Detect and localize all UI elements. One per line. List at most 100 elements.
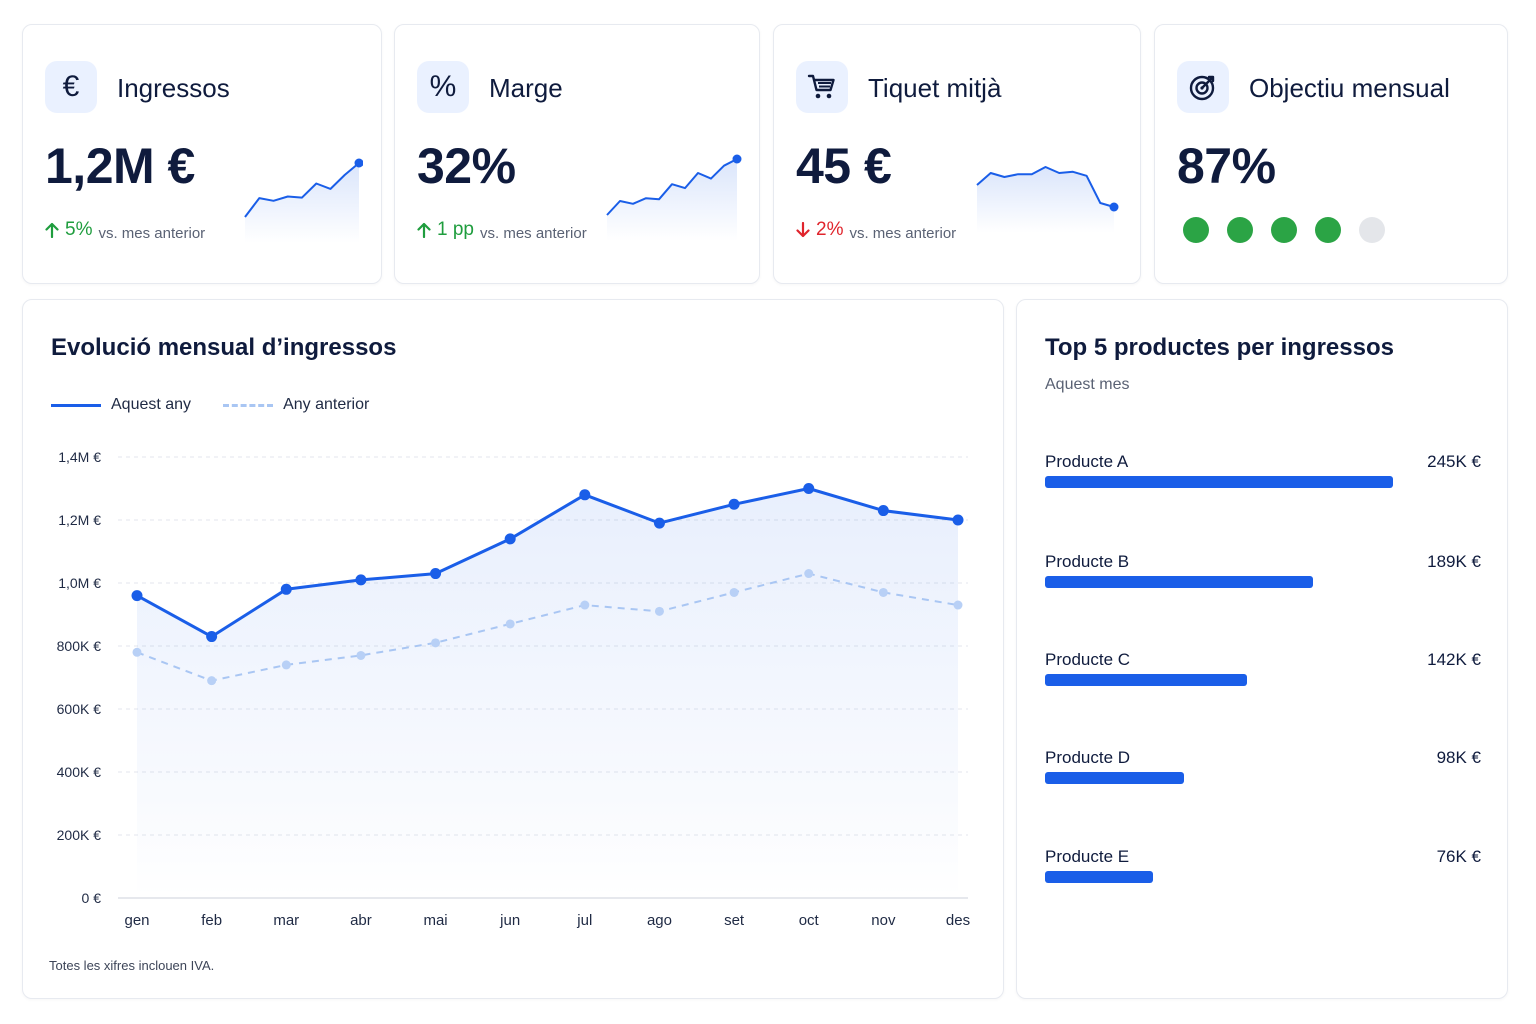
series-line-this-year [136, 487, 959, 639]
product-name: Producte A [1045, 452, 1129, 471]
comparison-label: vs. mes anterior [479, 225, 587, 242]
legend-label: Any anterior [283, 396, 370, 413]
delta-up: 1 pp [417, 219, 474, 241]
point-previous-year [505, 619, 515, 629]
kpi-title: Marge [489, 73, 563, 103]
legend-item-previous-year: Any anterior [223, 396, 369, 414]
product-name: Producte E [1045, 847, 1130, 866]
revenue-chart-panel: Evolució mensual d’ingressos Aquest any … [22, 299, 1004, 999]
x-tick-label: abr [350, 912, 372, 929]
legend-swatch-dashed [223, 403, 274, 407]
progress-dot-filled [1315, 217, 1341, 243]
chart-title: Evolució mensual d’ingressos [51, 334, 397, 361]
sparkline-endpoint [354, 158, 363, 168]
point-previous-year [207, 676, 217, 686]
x-tick-label: set [724, 912, 745, 929]
product-row: Producte A 245K € [1045, 452, 1481, 512]
sparkline-tiquet [976, 166, 1119, 233]
delta-up: 5% [45, 219, 92, 241]
sparkline-line [606, 158, 738, 216]
sparkline-line [244, 162, 360, 218]
sparkline-endpoint [1109, 202, 1119, 212]
goal-progress-dots [1183, 217, 1385, 243]
point-this-year [504, 533, 516, 545]
legend-swatch-solid [51, 403, 101, 407]
kpi-card-ingressos: € Ingressos 1,2M € 5% vs. mes anterior [22, 24, 382, 284]
delta-value: 2% [816, 219, 844, 240]
product-bar [1045, 772, 1184, 784]
x-tick-label: jul [576, 912, 592, 929]
y-tick-label: 0 € [82, 890, 102, 906]
kpi-title: Tiquet mitjà [868, 73, 1002, 103]
point-this-year [280, 583, 292, 595]
chart-legend: Aquest any Any anterior [51, 396, 401, 414]
y-tick-label: 1,2M € [58, 512, 101, 528]
point-this-year [877, 505, 889, 517]
kpi-card-objectiu: Objectiu mensual 87% [1154, 24, 1508, 284]
product-name: Producte D [1045, 748, 1131, 767]
sparkline-area [245, 163, 359, 243]
kpi-card-marge: % Marge 32% 1 pp vs. mes anterior [394, 24, 760, 284]
y-tick-label: 400K € [57, 764, 102, 780]
products-title: Top 5 productes per ingressos [1045, 334, 1394, 361]
legend-item-this-year: Aquest any [51, 396, 191, 414]
kpi-change: 1 pp vs. mes anterior [417, 219, 587, 242]
product-row: Producte B 189K € [1045, 552, 1481, 612]
series-area-this-year [137, 488, 958, 898]
point-this-year [653, 517, 665, 529]
point-this-year [355, 574, 367, 586]
point-previous-year [356, 650, 366, 660]
y-tick-label: 600K € [57, 701, 102, 717]
point-previous-year [804, 569, 814, 579]
sparkline-ingressos [244, 158, 363, 243]
kpi-value: 45 € [796, 138, 892, 194]
target-icon [1177, 61, 1229, 113]
x-tick-label: nov [871, 912, 896, 929]
point-previous-year [953, 600, 963, 610]
product-value: 98K € [1436, 748, 1481, 767]
x-tick-label: gen [124, 912, 149, 929]
product-row: Producte D 98K € [1045, 748, 1481, 808]
y-tick-label: 800K € [57, 638, 102, 654]
kpi-change: 5% vs. mes anterior [45, 219, 205, 242]
legend-label: Aquest any [111, 396, 192, 413]
x-tick-label: des [946, 912, 970, 929]
point-this-year [131, 590, 143, 602]
sparkline-marge [606, 154, 742, 241]
point-previous-year [654, 606, 664, 616]
x-tick-label: feb [201, 912, 222, 929]
product-value: 142K € [1427, 650, 1481, 669]
product-name: Producte B [1045, 552, 1130, 571]
kpi-change: 2% vs. mes anterior [796, 219, 956, 242]
arrow-up-icon [417, 222, 431, 238]
product-value: 76K € [1436, 847, 1481, 866]
sparkline-area [977, 167, 1114, 233]
delta-down: 2% [796, 219, 843, 241]
point-this-year [803, 483, 815, 494]
product-row: Producte C 142K € [1045, 650, 1481, 710]
point-previous-year [580, 600, 590, 610]
point-this-year [579, 489, 591, 501]
product-value: 189K € [1427, 552, 1481, 571]
product-bar [1045, 871, 1153, 883]
product-row: Producte E 76K € [1045, 847, 1481, 907]
comparison-label: vs. mes anterior [849, 225, 957, 242]
point-previous-year [729, 587, 739, 597]
kpi-value: 1,2M € [45, 138, 195, 194]
point-previous-year [132, 647, 142, 657]
point-previous-year [878, 587, 888, 597]
point-previous-year [431, 638, 441, 648]
product-name: Producte C [1045, 650, 1131, 669]
euro-icon: € [45, 61, 97, 113]
sparkline-line [976, 166, 1115, 208]
y-tick-label: 1,0M € [58, 575, 101, 591]
kpi-value: 87% [1177, 138, 1276, 194]
kpi-title: Objectiu mensual [1249, 73, 1450, 103]
point-this-year [952, 514, 964, 526]
arrow-down-icon [796, 222, 810, 238]
x-tick-label: mai [423, 912, 447, 929]
product-value: 245K € [1427, 452, 1481, 471]
point-this-year [430, 568, 442, 580]
footnote: Totes les xifres inclouen IVA. [49, 958, 215, 973]
y-tick-label: 1,4M € [58, 449, 101, 465]
